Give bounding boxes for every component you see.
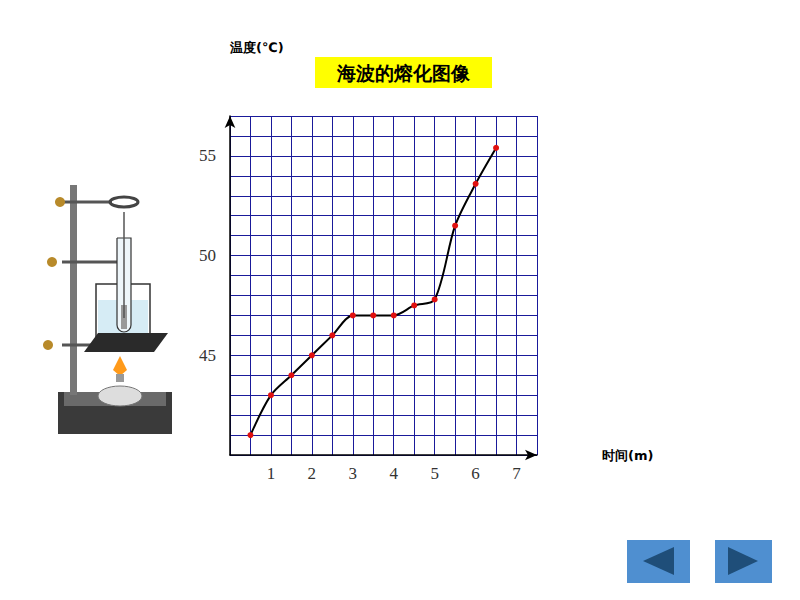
svg-text:50: 50 xyxy=(199,246,216,265)
svg-text:5: 5 xyxy=(430,464,439,483)
svg-text:海波的熔化图像: 海波的熔化图像 xyxy=(336,62,471,84)
svg-text:2: 2 xyxy=(308,464,317,483)
svg-text:3: 3 xyxy=(349,464,358,483)
svg-text:时间(m): 时间(m) xyxy=(602,448,653,463)
svg-text:1: 1 xyxy=(267,464,276,483)
svg-text:4: 4 xyxy=(389,464,398,483)
svg-text:7: 7 xyxy=(512,464,521,483)
svg-text:45: 45 xyxy=(199,346,216,365)
svg-text:55: 55 xyxy=(199,146,216,165)
svg-text:6: 6 xyxy=(471,464,480,483)
svg-text:温度(℃): 温度(℃) xyxy=(229,40,284,55)
